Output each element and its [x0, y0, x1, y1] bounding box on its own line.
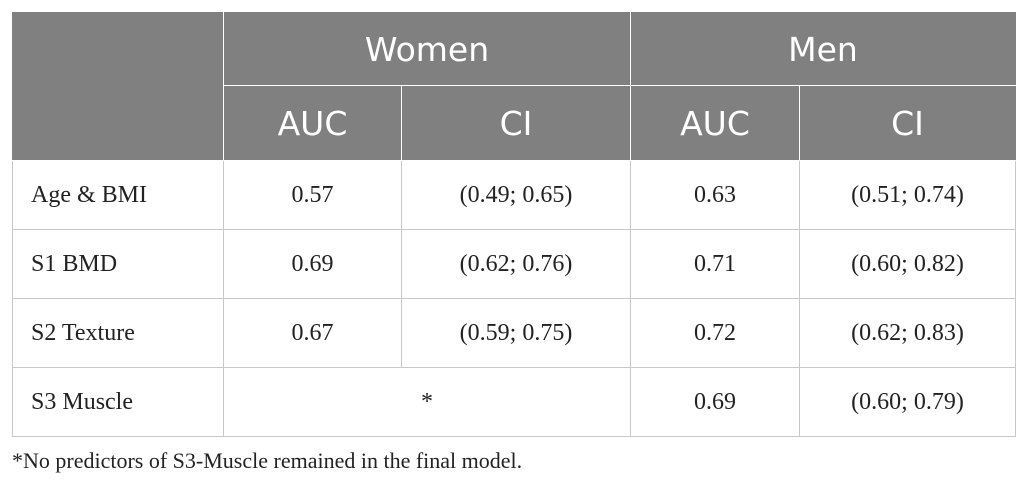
table-row: S1 BMD 0.69 (0.62; 0.76) 0.71 (0.60; 0.8… — [12, 229, 1017, 299]
men-auc-header: AUC — [630, 85, 800, 161]
women-merged-cell: * — [223, 367, 631, 437]
auc-results-table: Women Men AUC CI AUC CI Age & BMI 0.57 (… — [12, 12, 1017, 437]
women-ci-header: CI — [401, 85, 631, 161]
table-footnote: *No predictors of S3-Muscle remained in … — [12, 448, 523, 473]
men-auc-cell: 0.69 — [630, 367, 800, 437]
women-auc-cell: 0.57 — [223, 160, 402, 230]
corner-header-cell — [12, 12, 224, 161]
row-label: S2 Texture — [12, 298, 224, 368]
men-auc-cell: 0.72 — [630, 298, 800, 368]
women-ci-cell: (0.49; 0.65) — [401, 160, 631, 230]
men-ci-header: CI — [798, 85, 1017, 161]
men-ci-cell: (0.62; 0.83) — [798, 298, 1017, 368]
table-row: Age & BMI 0.57 (0.49; 0.65) 0.63 (0.51; … — [12, 160, 1017, 230]
women-ci-cell: (0.62; 0.76) — [401, 229, 631, 299]
table-row: S2 Texture 0.67 (0.59; 0.75) 0.72 (0.62;… — [12, 298, 1017, 368]
women-auc-header: AUC — [223, 85, 402, 161]
women-group-header: Women — [223, 12, 631, 86]
men-auc-cell: 0.63 — [630, 160, 800, 230]
row-label: Age & BMI — [12, 160, 224, 230]
men-ci-cell: (0.51; 0.74) — [798, 160, 1017, 230]
men-ci-cell: (0.60; 0.79) — [798, 367, 1017, 437]
women-ci-cell: (0.59; 0.75) — [401, 298, 631, 368]
row-label: S3 Muscle — [12, 367, 224, 437]
women-auc-cell: 0.69 — [223, 229, 402, 299]
men-auc-cell: 0.71 — [630, 229, 800, 299]
men-ci-cell: (0.60; 0.82) — [798, 229, 1017, 299]
table-row: S3 Muscle * 0.69 (0.60; 0.79) — [12, 367, 1017, 437]
subheader-row: AUC CI AUC CI — [13, 85, 1017, 161]
row-label: S1 BMD — [12, 229, 224, 299]
group-header-row: Women Men — [12, 12, 1017, 161]
results-table-container: Women Men AUC CI AUC CI Age & BMI 0.57 (… — [12, 12, 1017, 437]
women-auc-cell: 0.67 — [223, 298, 402, 368]
men-group-header: Men — [629, 12, 1017, 86]
